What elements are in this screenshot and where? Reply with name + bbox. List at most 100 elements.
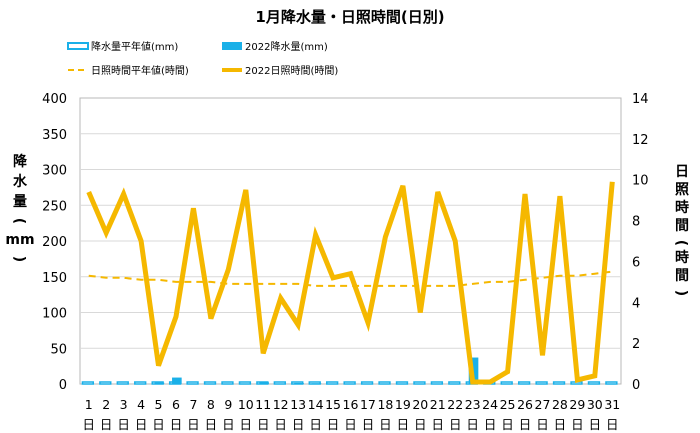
sun-2022-polyline — [86, 181, 615, 385]
y-left-axis-label: 降水量 (mm) — [5, 153, 34, 262]
x-tick-label: 10 — [238, 397, 254, 412]
y-left-label-part: ( — [11, 218, 27, 224]
x-tick-suffix: 日 — [82, 417, 95, 432]
y-left-tick-label: 200 — [42, 235, 67, 250]
precip-normal-bar — [186, 381, 199, 385]
precip-2022-bars — [154, 357, 479, 384]
x-tick-suffix: 日 — [536, 417, 549, 432]
y-right-tick-label: 0 — [632, 378, 640, 393]
precip-normal-bar — [238, 381, 252, 385]
x-tick-suffix: 日 — [432, 417, 445, 432]
sun-2022-line — [86, 181, 615, 385]
y-right-label-part: 間 — [675, 268, 689, 284]
y-right-label-part: ( — [673, 240, 689, 246]
precip-normal-bar — [81, 381, 95, 385]
x-tick-label: 31 — [604, 397, 620, 412]
x-tick-suffix: 日 — [554, 417, 567, 432]
x-tick-suffix: 日 — [187, 417, 200, 432]
precip-normal-bar — [587, 381, 601, 385]
precip-normal-bar — [448, 381, 461, 385]
x-tick-label: 29 — [569, 397, 585, 412]
y-left-label-part: 降 — [13, 153, 28, 170]
x-tick-suffix: 日 — [449, 417, 462, 432]
x-tick-suffix: 日 — [466, 417, 479, 432]
legend-label-sun-2022: 2022日照時間(時間) — [245, 65, 338, 77]
x-tick-label: 2 — [102, 397, 110, 412]
x-tick-suffix: 日 — [100, 417, 113, 432]
precip-normal-bar — [430, 381, 444, 385]
precip-normal-bar — [343, 381, 356, 385]
x-tick-label: 27 — [535, 397, 551, 412]
precip-normal-bar — [203, 381, 217, 385]
x-tick-suffix: 日 — [571, 417, 584, 432]
x-tick-suffix: 日 — [274, 417, 287, 432]
legend-swatch-precip-2022 — [222, 42, 242, 50]
x-tick-suffix: 日 — [414, 417, 427, 432]
y-right-axis-label: 日照時間 (時間) — [673, 164, 689, 296]
x-tick-label: 28 — [552, 397, 568, 412]
x-tick-suffix: 日 — [589, 417, 602, 432]
y-right-label-part: ) — [673, 290, 689, 296]
x-tick-suffix: 日 — [484, 417, 497, 432]
precip-normal-bar — [517, 381, 531, 385]
x-tick-suffix: 日 — [606, 417, 619, 432]
y-right-label-part: 日 — [675, 164, 689, 180]
chart-title: 1月降水量・日照時間(日別) — [255, 8, 444, 26]
precip-normal-bar — [360, 381, 374, 385]
precip-normal-bar — [221, 381, 234, 385]
x-tick-label: 25 — [500, 397, 516, 412]
legend: 降水量平年値(mm) 2022降水量(mm) 日照時間平年値(時間) 2022日… — [67, 40, 338, 77]
precip-normal-bar — [395, 381, 409, 385]
y-right-label-part: 照 — [675, 182, 689, 198]
precip-2022-bar — [172, 377, 182, 384]
y-left-tick-label: 150 — [42, 271, 67, 286]
x-tick-suffix: 日 — [292, 417, 305, 432]
x-tick-label: 20 — [412, 397, 428, 412]
y-left-label-part: mm — [5, 232, 34, 248]
y-left-tick-label: 350 — [42, 128, 67, 143]
y-right-tick-label: 8 — [632, 215, 640, 230]
x-tick-label: 24 — [482, 397, 498, 412]
x-tick-label: 19 — [395, 397, 411, 412]
precip-normal-bar — [552, 381, 566, 385]
legend-label-precip-2022: 2022降水量(mm) — [245, 40, 328, 53]
precip-normal-bar — [99, 381, 112, 385]
x-tick-suffix: 日 — [501, 417, 514, 432]
x-tick-suffix: 日 — [257, 417, 270, 432]
x-tick-suffix: 日 — [117, 417, 130, 432]
precip-2022-bar — [311, 383, 322, 384]
y-right-tick-label: 10 — [632, 174, 649, 189]
precip-normal-bar — [535, 381, 548, 385]
x-tick-suffix: 日 — [205, 417, 218, 432]
legend-label-sun-normal: 日照時間平年値(時間) — [91, 64, 189, 77]
x-tick-label: 13 — [290, 397, 306, 412]
x-tick-label: 9 — [224, 397, 232, 412]
y-left-tick-label: 100 — [42, 307, 67, 322]
y-right-label-part: 間 — [675, 218, 689, 234]
x-tick-label: 7 — [189, 397, 197, 412]
precip-normal-bar — [134, 381, 147, 385]
x-tick-label: 17 — [360, 397, 376, 412]
precip-normal-bar — [326, 381, 339, 385]
x-tick-label: 12 — [273, 397, 289, 412]
sun-normal-polyline — [88, 270, 613, 287]
x-tick-label: 8 — [207, 397, 215, 412]
x-tick-suffix: 日 — [397, 417, 410, 432]
x-tick-label: 23 — [465, 397, 481, 412]
x-tick-labels: 1日2日3日4日5日6日7日8日9日10日11日12日13日14日15日16日1… — [82, 397, 620, 432]
y-right-tick-label: 2 — [632, 337, 640, 352]
x-tick-label: 14 — [308, 397, 324, 412]
sun-normal-line — [88, 270, 613, 287]
precip-2022-bar — [259, 382, 269, 384]
x-tick-label: 5 — [155, 397, 163, 412]
x-tick-label: 18 — [377, 397, 393, 412]
y-left-tick-label: 250 — [42, 199, 67, 214]
legend-swatch-precip-normal — [67, 42, 89, 50]
x-tick-suffix: 日 — [222, 417, 235, 432]
precip-normal-bar — [413, 381, 426, 385]
precip-normal-bar — [605, 381, 618, 385]
precip-2022-bar — [154, 382, 165, 384]
y-right-tick-label: 12 — [632, 133, 649, 148]
precip-normal-bar — [500, 381, 513, 385]
